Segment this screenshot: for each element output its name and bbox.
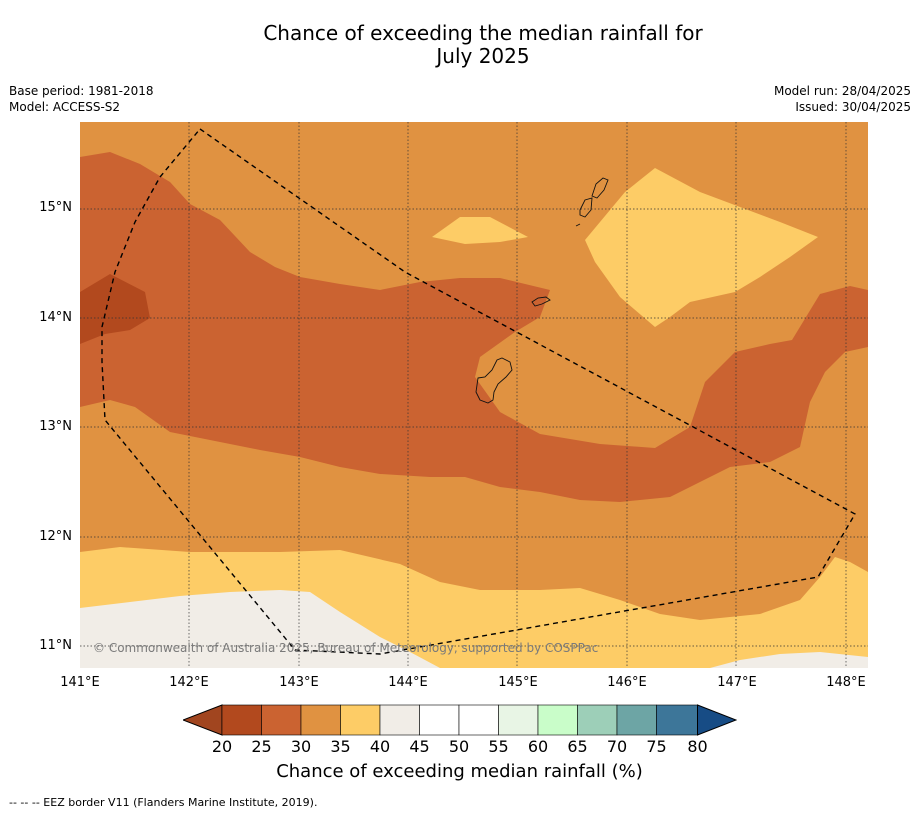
lat-label-11n: 11°N: [39, 638, 72, 653]
colorbar-arrow-low: [183, 704, 223, 736]
colorbar-tick-80: 80: [687, 737, 708, 756]
grid-lines: [80, 122, 868, 668]
lon-label-144e: 144°E: [388, 675, 428, 690]
base-period: Base period: 1981-2018: [9, 84, 154, 98]
lat-label-13n: 13°N: [39, 419, 72, 434]
region-40-45-west: [80, 590, 440, 668]
eez-footnote: -- -- -- EEZ border V11 (Flanders Marine…: [9, 796, 318, 809]
lon-label-148e: 148°E: [826, 675, 866, 690]
colorbar-30-35: [300, 704, 341, 736]
lon-label-142e: 142°E: [169, 675, 209, 690]
region-40-45-east: [710, 652, 868, 668]
meta-right: Model run: 28/04/2025 Issued: 30/04/2025: [774, 83, 911, 115]
region-20-25: [80, 274, 150, 344]
colorbar-20-25: [221, 704, 262, 736]
colorbar-tick-70: 70: [606, 737, 628, 756]
colorbar-35-40: [340, 704, 381, 736]
colorbar-70-75: [616, 704, 657, 736]
title-line-2: July 2025: [436, 44, 530, 68]
colorbar-tick-50: 50: [448, 737, 470, 756]
colorbar-55-60: [498, 704, 539, 736]
lat-label-12n: 12°N: [39, 529, 72, 544]
colorbar-arrow-high: [697, 704, 737, 736]
issued-date: Issued: 30/04/2025: [795, 100, 911, 114]
colorbar-40-45: [379, 704, 420, 736]
colorbar-tick-60: 60: [527, 737, 549, 756]
colorbar-title: Chance of exceeding median rainfall (%): [276, 761, 643, 782]
model-run: Model run: 28/04/2025: [773, 84, 911, 98]
colorbar: [183, 704, 737, 736]
colorbar-tick-75: 75: [646, 737, 667, 756]
colorbar-tick-45: 45: [409, 737, 430, 756]
colorbar-tick-20: 20: [211, 737, 233, 756]
colorbar-75-80: [656, 704, 698, 736]
region-35-40-north: [585, 168, 818, 327]
colorbar-tick-55: 55: [488, 737, 509, 756]
colorbar-60-65: [537, 704, 578, 736]
lon-label-143e: 143°E: [279, 675, 319, 690]
map-title: Chance of exceeding the median rainfall …: [0, 22, 919, 68]
island-guam: [475, 357, 513, 404]
lon-label-145e: 145°E: [498, 675, 538, 690]
copyright-text: © Commonwealth of Australia 2025, Bureau…: [93, 641, 599, 655]
rainfall-map: [80, 122, 868, 668]
lon-label-146e: 146°E: [607, 675, 647, 690]
colorbar-65-70: [577, 704, 618, 736]
lat-label-15n: 15°N: [39, 200, 72, 215]
island-rota: [531, 296, 551, 307]
region-25-30: [80, 152, 868, 502]
lon-label-141e: 141°E: [60, 675, 100, 690]
colorbar-tick-65: 65: [567, 737, 588, 756]
region-35-40-small: [432, 217, 528, 244]
islands: [475, 177, 609, 404]
colorbar-tick-30: 30: [290, 737, 312, 756]
colorbar-50-55: [458, 704, 499, 736]
model-name: Model: ACCESS-S2: [9, 100, 121, 114]
colorbar-tick-40: 40: [369, 737, 391, 756]
colorbar-tick-25: 25: [251, 737, 272, 756]
eez-border: [101, 128, 856, 655]
island-tinian: [579, 197, 593, 218]
meta-left: Base period: 1981-2018 Model: ACCESS-S2: [9, 83, 154, 115]
lon-label-147e: 147°E: [717, 675, 757, 690]
colorbar-25-30: [261, 704, 302, 736]
island-saipan: [591, 177, 609, 199]
colorbar-tick-35: 35: [330, 737, 351, 756]
lat-label-14n: 14°N: [39, 310, 72, 325]
colorbar-45-50: [419, 704, 460, 736]
island-aguijan: [575, 223, 581, 227]
title-line-1: Chance of exceeding the median rainfall …: [263, 21, 703, 45]
